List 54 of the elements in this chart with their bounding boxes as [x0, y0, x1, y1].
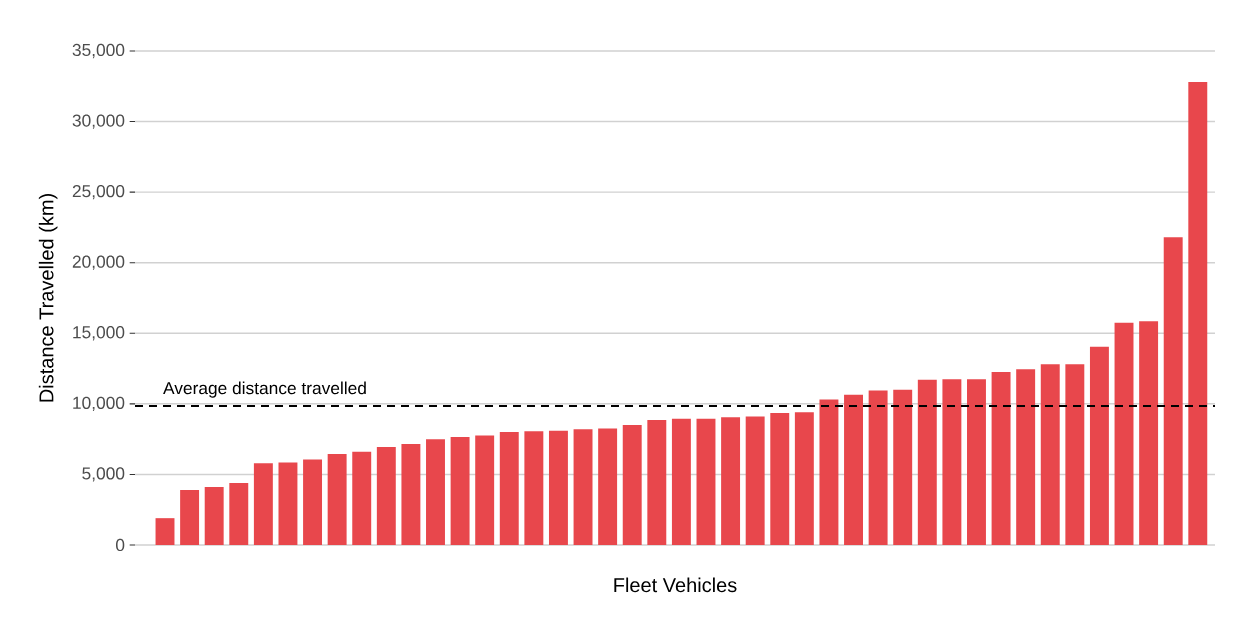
y-tick-label: 10,000	[73, 396, 125, 411]
bar	[917, 379, 937, 545]
bar	[622, 425, 642, 545]
bar	[893, 389, 913, 545]
ref-line-label: Average distance travelled	[163, 381, 366, 398]
bar	[868, 390, 888, 545]
bar	[573, 429, 593, 545]
bar	[155, 518, 175, 545]
bar	[376, 446, 396, 545]
bar	[1188, 82, 1208, 545]
bar	[1065, 364, 1085, 545]
bar	[475, 435, 495, 545]
bar	[598, 428, 618, 545]
bar	[1163, 237, 1183, 545]
x-axis-title: Fleet Vehicles	[614, 577, 737, 593]
y-tick-label: 25,000	[72, 184, 125, 200]
bar	[819, 399, 839, 545]
bar	[426, 439, 445, 545]
bar	[696, 418, 716, 545]
bar	[1139, 321, 1159, 545]
bar	[1016, 369, 1036, 545]
bar	[942, 379, 962, 545]
y-tick-label: 35,000	[72, 43, 125, 59]
bar	[180, 489, 200, 545]
bar	[450, 437, 470, 545]
bar	[1040, 364, 1060, 545]
bar	[499, 432, 519, 545]
bar	[253, 463, 273, 545]
bar	[647, 420, 667, 545]
bar	[352, 451, 372, 545]
y-tick-label: 20,000	[72, 255, 125, 270]
bar	[967, 379, 986, 545]
bar	[794, 412, 814, 545]
y-tick-label: 5,000	[82, 467, 125, 482]
bar	[671, 418, 691, 545]
y-tick-label: 15,000	[73, 326, 125, 341]
bar	[770, 413, 790, 545]
y-tick-label: 30,000	[72, 114, 125, 129]
bar	[524, 431, 544, 545]
bar	[401, 444, 421, 545]
bar	[548, 430, 568, 545]
bar	[844, 394, 863, 545]
bar	[229, 482, 249, 545]
y-tick-label: 0	[115, 538, 125, 552]
bar	[1089, 346, 1109, 545]
y-axis-title: Distance Travelled (km)	[38, 194, 58, 402]
bar	[745, 416, 765, 545]
bar	[991, 372, 1011, 545]
bar	[278, 462, 298, 545]
bar	[327, 453, 347, 545]
bar	[721, 417, 741, 545]
bar	[303, 459, 323, 545]
bar	[1114, 322, 1134, 545]
bar	[204, 487, 224, 545]
